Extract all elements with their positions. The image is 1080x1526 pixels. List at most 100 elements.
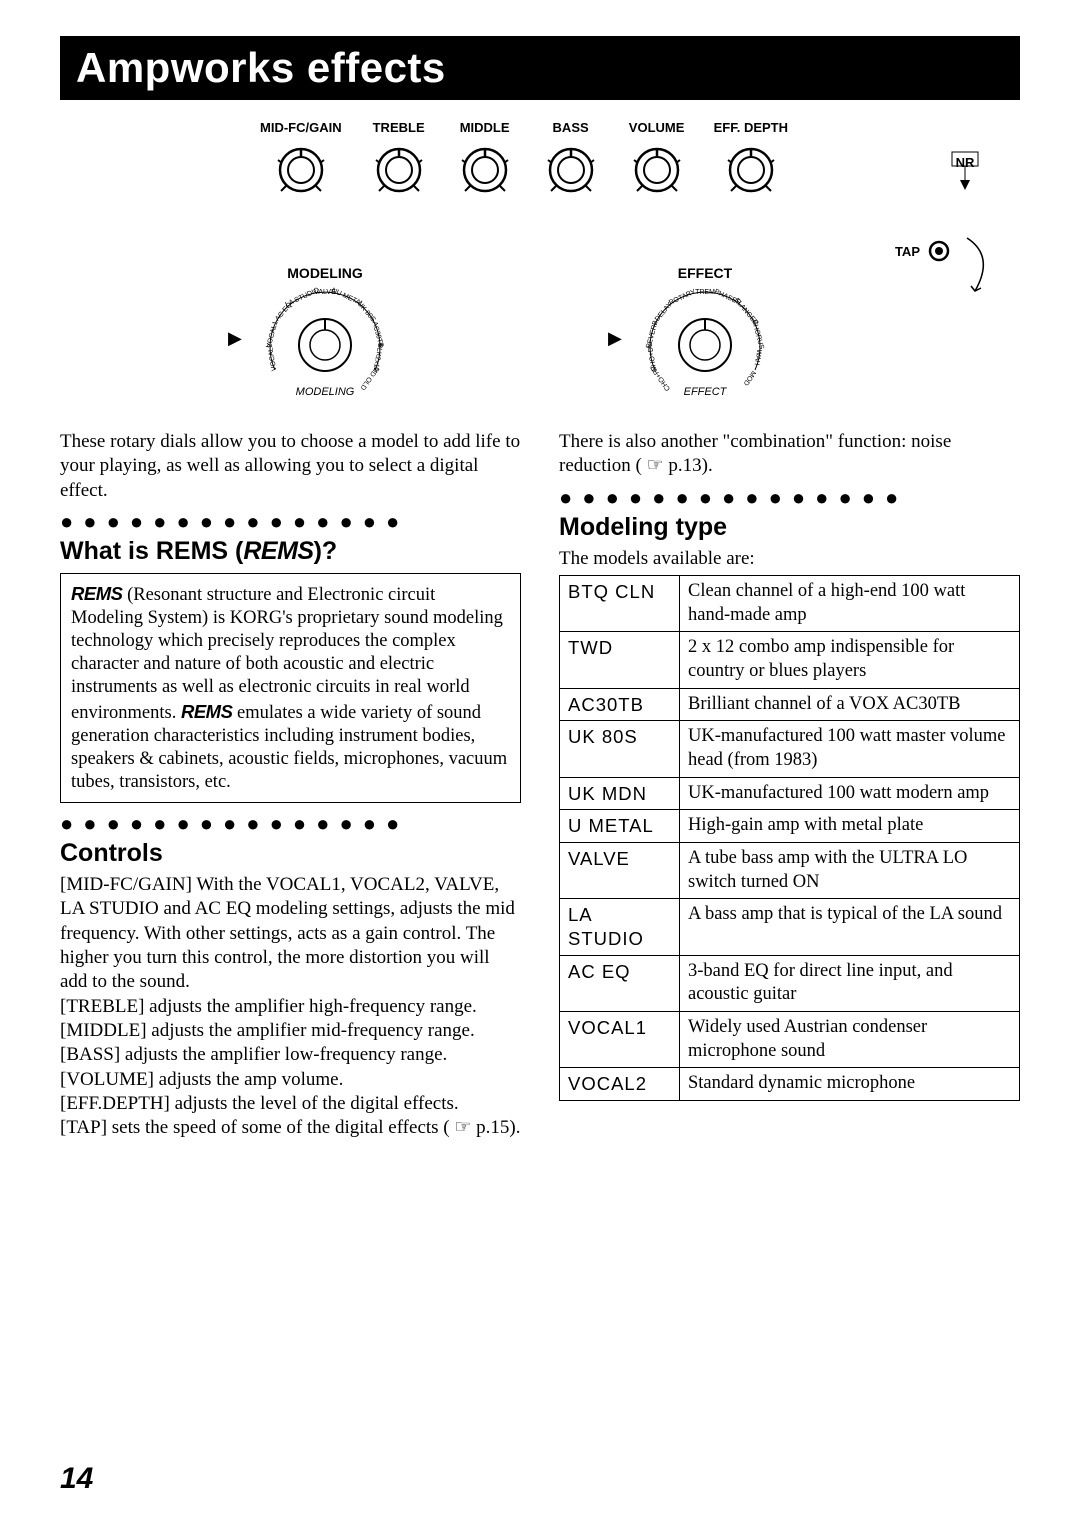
rems-logo: REMS (181, 701, 232, 722)
two-column-layout: These rotary dials allow you to choose a… (60, 430, 1020, 1141)
rems-heading-suffix: )? (314, 537, 338, 565)
knob-icon (272, 141, 330, 199)
modeling-type-heading: Modeling type (559, 511, 1020, 543)
intro-text: These rotary dials allow you to choose a… (60, 430, 521, 503)
table-row: UK 80SUK-manufactured 100 watt master vo… (560, 721, 1020, 777)
model-desc-cell: 2 x 12 combo amp indispensible for count… (680, 632, 1020, 688)
page-title: Ampworks effects (76, 44, 1004, 92)
model-name-cell: LA STUDIO (560, 899, 680, 955)
divider-dots: ●●●●●●●●●●●●●●● (60, 511, 521, 533)
svg-text:CHORUS: CHORUS (750, 319, 765, 350)
model-name-cell: U METAL (560, 810, 680, 843)
table-row: TWD2 x 12 combo amp indispensible for co… (560, 632, 1020, 688)
right-intro: There is also another "combination" func… (559, 430, 1020, 479)
modeling-dial-icon: VALVE LA STUDIO NU METAL AC EQ UK 80S VO… (260, 285, 390, 400)
tap-arrow-icon (965, 236, 1005, 296)
control-item: [VOLUME] adjusts the amp volume. (60, 1068, 521, 1092)
svg-text:ROTARY: ROTARY (668, 288, 697, 307)
title-bar: Ampworks effects (60, 36, 1020, 100)
model-name-cell: AC30TB (560, 688, 680, 721)
model-name-cell: UK MDN (560, 777, 680, 810)
arrow-icon: ▶ (228, 328, 242, 349)
divider-dots: ●●●●●●●●●●●●●●● (559, 487, 1020, 509)
svg-text:CHO+RV: CHO+RV (649, 364, 672, 392)
knob-label: BASS (542, 120, 600, 135)
table-row: LA STUDIOA bass amp that is typical of t… (560, 899, 1020, 955)
model-desc-cell: 3-band EQ for direct line input, and aco… (680, 955, 1020, 1011)
knob-icon (456, 141, 514, 199)
effect-selector: ▶ EFFECT TREM ROTARY PHASER DELAY FLANGE… (630, 265, 780, 405)
svg-text:MD OLD: MD OLD (359, 365, 380, 391)
model-name-cell: VOCAL2 (560, 1068, 680, 1101)
control-item: [MID-FC/GAIN] With the VOCAL1, VOCAL2, V… (60, 873, 521, 995)
svg-text:MOD: MOD (742, 369, 757, 386)
svg-text:TREM: TREM (695, 289, 715, 296)
svg-text:WAH: WAH (753, 349, 763, 366)
controls-heading: Controls (60, 837, 521, 869)
knob: BASS (542, 120, 600, 204)
divider-dots: ●●●●●●●●●●●●●●● (60, 813, 521, 835)
control-item: [MIDDLE] adjusts the amplifier mid-frequ… (60, 1019, 521, 1043)
knob-icon (542, 141, 600, 199)
table-row: VOCAL2Standard dynamic microphone (560, 1068, 1020, 1101)
model-desc-cell: Widely used Austrian condenser microphon… (680, 1012, 1020, 1068)
model-name-cell: VALVE (560, 842, 680, 898)
model-desc-cell: Brilliant channel of a VOX AC30TB (680, 688, 1020, 721)
model-name-cell: UK 80S (560, 721, 680, 777)
right-column: There is also another "combination" func… (559, 430, 1020, 1141)
table-row: BTQ CLNClean channel of a high-end 100 w… (560, 575, 1020, 631)
diagram-area: MID-FC/GAIN TREBLE MIDDLE BASS VOLUME EFF. DE… (60, 120, 1020, 420)
modeling-table: BTQ CLNClean channel of a high-end 100 w… (559, 575, 1020, 1101)
control-item: [BASS] adjusts the amplifier low-frequen… (60, 1043, 521, 1067)
table-row: VOCAL1Widely used Austrian condenser mic… (560, 1012, 1020, 1068)
knob-label: TREBLE (370, 120, 428, 135)
model-desc-cell: A bass amp that is typical of the LA sou… (680, 899, 1020, 955)
controls-list: [MID-FC/GAIN] With the VOCAL1, VOCAL2, V… (60, 873, 521, 1140)
model-desc-cell: High-gain amp with metal plate (680, 810, 1020, 843)
tap-row: TAP (895, 240, 950, 262)
knob: VOLUME (628, 120, 686, 204)
knob: MIDDLE (456, 120, 514, 204)
knob-label: MID-FC/GAIN (260, 120, 342, 135)
effect-title: EFFECT (630, 265, 780, 281)
table-row: UK MDNUK-manufactured 100 watt modern am… (560, 777, 1020, 810)
svg-text:MODELING: MODELING (296, 386, 355, 398)
rems-description-box: REMS (Resonant structure and Electronic … (60, 573, 521, 803)
nr-label: NR (950, 150, 980, 170)
control-item: [EFF.DEPTH] adjusts the level of the dig… (60, 1092, 521, 1116)
rems-logo: REMS (71, 583, 122, 604)
knob: TREBLE (370, 120, 428, 204)
model-name-cell: TWD (560, 632, 680, 688)
modeling-type-intro: The models available are: (559, 547, 1020, 571)
modeling-title: MODELING (250, 265, 400, 281)
svg-text:VOCAL2: VOCAL2 (267, 343, 279, 372)
table-row: AC30TBBrilliant channel of a VOX AC30TB (560, 688, 1020, 721)
effect-dial-icon: TREM ROTARY PHASER DELAY FLANGER REVERB … (640, 285, 770, 400)
knob-icon (722, 141, 780, 199)
knob-label: VOLUME (628, 120, 686, 135)
knob-row: MID-FC/GAIN TREBLE MIDDLE BASS VOLUME EFF. DE… (260, 120, 788, 204)
model-desc-cell: UK-manufactured 100 watt modern amp (680, 777, 1020, 810)
control-item: [TAP] sets the speed of some of the digi… (60, 1116, 521, 1140)
model-name-cell: BTQ CLN (560, 575, 680, 631)
rems-heading-prefix: What is REMS ( (60, 537, 243, 565)
svg-text:UK 80S: UK 80S (356, 301, 377, 324)
knob-label: EFF. DEPTH (714, 120, 788, 135)
rems-heading: What is REMS (REMS)? (60, 535, 521, 567)
svg-text:DELAY: DELAY (654, 301, 674, 323)
control-item: [TREBLE] adjusts the amplifier high-freq… (60, 995, 521, 1019)
left-column: These rotary dials allow you to choose a… (60, 430, 521, 1141)
knob-label: MIDDLE (456, 120, 514, 135)
model-desc-cell: UK-manufactured 100 watt master volume h… (680, 721, 1020, 777)
model-desc-cell: Standard dynamic microphone (680, 1068, 1020, 1101)
knob-icon (628, 141, 686, 199)
model-desc-cell: Clean channel of a high-end 100 watt han… (680, 575, 1020, 631)
knob-icon (370, 141, 428, 199)
selector-row: ▶ MODELING VALVE LA STUDIO NU METAL AC E… (250, 265, 780, 405)
arrow-icon: ▶ (608, 328, 622, 349)
tap-icon (928, 240, 950, 262)
table-row: AC EQ3-band EQ for direct line input, an… (560, 955, 1020, 1011)
table-row: U METALHigh-gain amp with metal plate (560, 810, 1020, 843)
knob: MID-FC/GAIN (260, 120, 342, 204)
modeling-selector: ▶ MODELING VALVE LA STUDIO NU METAL AC E… (250, 265, 400, 405)
